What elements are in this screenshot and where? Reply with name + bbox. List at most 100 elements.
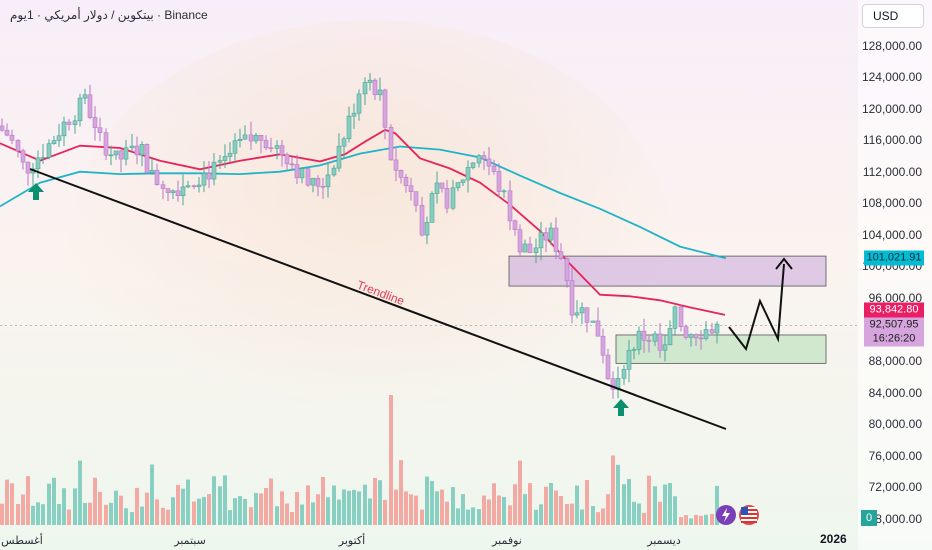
trendline <box>29 168 727 430</box>
volume-bar <box>445 501 449 525</box>
candle-body <box>481 155 487 160</box>
volume-bar <box>637 503 641 525</box>
candle-body <box>263 140 269 149</box>
volume-bar <box>389 395 393 525</box>
volume-bar <box>477 509 481 525</box>
last-price-label: 92,507.95 <box>864 317 924 333</box>
volume-bar <box>383 499 387 525</box>
volume-bar <box>88 502 92 525</box>
volume-zero-badge: 0 <box>861 510 877 526</box>
price-tick-label: 112,000.00 <box>862 164 922 179</box>
candle-body <box>356 93 362 114</box>
price-tick-label: 96,000.00 <box>868 290 922 305</box>
us-flag-event-icon[interactable] <box>739 505 759 525</box>
volume-bar <box>673 496 677 525</box>
volume-bar <box>679 517 683 525</box>
volume-bar <box>404 491 408 525</box>
candle-body <box>258 134 264 141</box>
candle-body <box>439 182 445 189</box>
price-tick-label: 116,000.00 <box>862 133 922 148</box>
volume-bar <box>337 499 341 525</box>
volume-bar <box>181 488 185 525</box>
candle-body <box>92 117 98 129</box>
candle-body <box>683 326 689 338</box>
volume-bar <box>21 494 25 525</box>
volume-bar <box>694 514 698 525</box>
currency-button[interactable]: USD <box>862 4 924 28</box>
volume-bar <box>155 499 159 525</box>
candle-body <box>398 170 404 178</box>
candle-body <box>201 172 207 186</box>
candle-body <box>185 185 191 188</box>
volume-bar <box>435 491 439 525</box>
candle-body <box>621 369 627 379</box>
candle-body <box>377 89 383 96</box>
volume-bar <box>145 492 149 525</box>
volume-bar <box>554 490 558 525</box>
candle-body <box>413 191 419 206</box>
volume-bar <box>570 503 574 525</box>
projection-path <box>728 263 785 352</box>
volume-bar <box>497 495 501 525</box>
candle-body <box>217 160 223 163</box>
volume-bar <box>285 503 289 525</box>
candle-body <box>77 97 83 122</box>
volume-bar <box>130 512 134 525</box>
volume-bar <box>41 504 45 525</box>
volume-bar <box>104 504 108 525</box>
volume-bar <box>658 501 662 525</box>
volume-bar <box>508 505 512 525</box>
candle-body <box>331 167 337 176</box>
volume-bar <box>440 489 444 525</box>
candle-body <box>134 145 140 156</box>
volume-bar <box>233 498 237 525</box>
lightning-event-icon[interactable] <box>716 505 736 525</box>
candle-body <box>491 165 497 172</box>
candle-body <box>113 150 119 156</box>
candle-body <box>351 112 357 117</box>
candle-body <box>268 147 274 150</box>
candle-body <box>636 330 642 350</box>
candle-body <box>678 306 684 327</box>
candle-body <box>382 89 388 128</box>
volume-bar <box>347 490 351 525</box>
candle-body <box>590 320 596 323</box>
volume-bar <box>197 498 201 525</box>
candle-body <box>367 79 373 83</box>
volume-bar <box>280 491 284 525</box>
candle-body <box>248 134 254 142</box>
candle-body <box>444 188 450 209</box>
candle-body <box>227 152 233 157</box>
candle-body <box>533 247 539 253</box>
projection-arrowhead <box>775 257 793 270</box>
candle-body <box>325 174 331 188</box>
volume-bar <box>119 495 123 525</box>
volume-bar <box>684 515 688 525</box>
candle-body <box>289 163 295 166</box>
volume-bar <box>565 503 569 525</box>
volume-bar <box>78 460 82 525</box>
volume-bar <box>518 460 522 525</box>
volume-bar <box>425 476 429 525</box>
volume-bar <box>627 479 631 525</box>
volume-bar <box>482 495 486 525</box>
volume-bar <box>16 504 20 525</box>
candle-body <box>709 329 715 334</box>
candle-body <box>294 164 300 179</box>
candle-body <box>408 185 414 192</box>
candle-body <box>305 168 311 186</box>
candle-body <box>527 243 533 253</box>
volume-bar <box>715 485 719 525</box>
candle-body <box>315 178 321 187</box>
volume-bar <box>161 507 165 525</box>
candle-body <box>51 140 57 144</box>
candle-body <box>129 145 135 149</box>
candle-body <box>595 320 601 337</box>
candle-body <box>274 145 280 149</box>
volume-bar <box>466 509 470 525</box>
volume-bar <box>109 502 113 525</box>
time-tick-label: أكتوبر <box>338 535 366 547</box>
candle-body <box>372 79 378 96</box>
candle-body <box>118 150 124 160</box>
